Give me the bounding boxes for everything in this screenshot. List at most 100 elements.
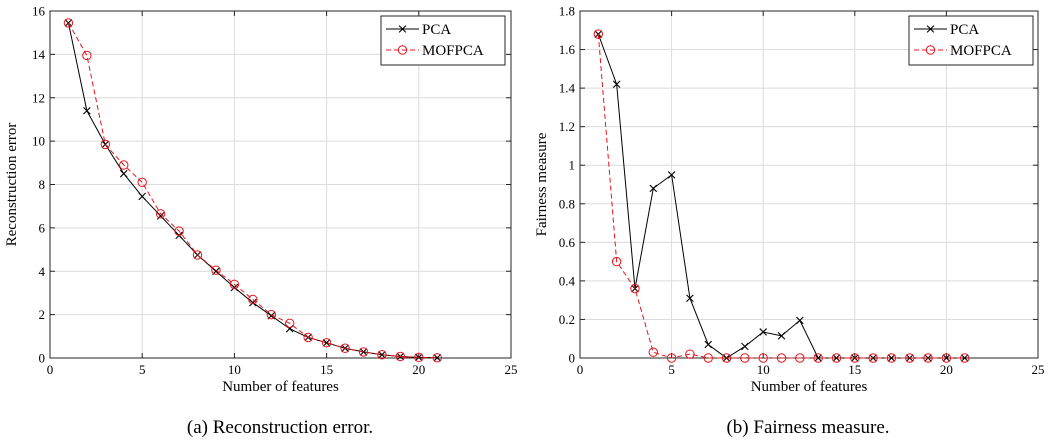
y-tick-label: 1.8 (559, 4, 575, 19)
data-point-pca-10 (759, 328, 767, 336)
data-point-mofpca-11 (776, 353, 787, 363)
data-point-pca-4 (119, 169, 128, 178)
data-point-pca-2 (83, 106, 91, 115)
data-point-mofpca-6 (155, 209, 166, 219)
data-point-mofpca-20 (414, 352, 424, 363)
data-point-pca-21 (433, 353, 442, 362)
chart-fairness-measure: (b) Fairness measure. 0 5 10 15 20 25 0 0.2 0.4 0… (534, 4, 1045, 439)
data-point-mofpca-9 (211, 265, 221, 275)
y-tick-label: 0.4 (559, 273, 576, 288)
data-point-mofpca-2 (611, 256, 622, 267)
data-point-pca-10 (230, 283, 239, 292)
y-tick-label: 1.4 (559, 81, 576, 96)
data-point-mofpca-10 (758, 353, 768, 363)
legend-box (908, 15, 1034, 66)
data-point-mofpca-17 (358, 347, 369, 357)
x-tick-label: 15 (320, 362, 333, 377)
series-mofpca (63, 18, 442, 363)
data-point-mofpca-8 (192, 250, 203, 260)
data-point-mofpca-4 (648, 347, 658, 357)
y-axis-label: Reconstruction error (4, 123, 20, 247)
legend: PCA MOFPCA (380, 15, 506, 66)
y-tick-label: 1 (569, 158, 576, 173)
y-tick-label: 0.6 (559, 235, 576, 250)
series-mofpca (593, 29, 970, 363)
x-tick-label: 5 (139, 362, 146, 377)
data-point-mofpca-19 (923, 353, 933, 363)
data-point-mofpca-7 (703, 353, 713, 363)
data-point-pca-7 (704, 340, 713, 349)
data-point-mofpca-5 (666, 353, 677, 363)
data-point-mofpca-8 (721, 353, 732, 363)
data-point-mofpca-1 (63, 18, 74, 28)
x-tick-label: 25 (1032, 362, 1045, 377)
legend-label-mofpca: MOFPCA (950, 43, 1012, 59)
y-tick-label: 2 (39, 307, 46, 322)
legend-marker-mofpca (397, 45, 408, 55)
data-point-pca-17 (887, 354, 896, 362)
data-point-pca-15 (322, 339, 331, 347)
data-point-mofpca-3 (630, 283, 640, 294)
y-tick-label: 0.8 (559, 196, 575, 211)
legend-marker-pca (398, 25, 407, 33)
data-point-mofpca-16 (868, 353, 878, 363)
data-point-mofpca-1 (593, 29, 604, 39)
data-point-pca-13 (285, 324, 294, 333)
data-point-mofpca-15 (321, 338, 332, 348)
series-line-mofpca (68, 22, 438, 359)
y-tick-label: 14 (32, 47, 46, 62)
data-point-mofpca-4 (119, 160, 129, 170)
data-point-mofpca-12 (266, 309, 276, 320)
y-tick-label: 16 (32, 4, 46, 19)
data-point-pca-5 (138, 192, 146, 201)
data-point-mofpca-5 (137, 177, 147, 188)
data-point-mofpca-10 (229, 279, 240, 289)
data-point-mofpca-13 (813, 353, 823, 363)
legend-label-pca: PCA (422, 22, 451, 38)
x-tick-label: 0 (577, 362, 584, 377)
x-tick-label: 15 (848, 362, 861, 377)
x-tick-label: 5 (668, 362, 675, 377)
y-tick-label: 6 (39, 220, 46, 235)
data-point-pca-13 (814, 354, 822, 362)
x-tick-label: 10 (757, 362, 770, 377)
data-point-mofpca-6 (685, 349, 695, 359)
legend-box (380, 15, 506, 66)
data-point-pca-11 (777, 332, 786, 340)
legend-label-pca: PCA (950, 22, 979, 38)
data-point-mofpca-15 (850, 353, 860, 363)
caption-fairness-measure: (b) Fairness measure. (726, 417, 889, 438)
x-tick-label: 10 (228, 362, 241, 377)
data-point-pca-4 (649, 184, 658, 193)
x-tick-label: 20 (412, 362, 425, 377)
legend-marker-pca (926, 25, 935, 33)
data-point-pca-11 (249, 298, 257, 307)
y-tick-label: 1.2 (559, 119, 575, 134)
data-point-mofpca-12 (795, 353, 805, 363)
x-tick-label: 20 (940, 362, 953, 377)
chart-reconstruction-error: (a) Reconstruction error. 0 5 10 15 20 25 0 2 4 6… (4, 4, 518, 439)
data-point-mofpca-7 (174, 226, 184, 236)
data-point-mofpca-9 (740, 353, 750, 363)
data-point-mofpca-18 (905, 353, 915, 363)
data-point-pca-6 (156, 212, 165, 220)
data-point-mofpca-18 (377, 350, 387, 360)
y-tick-label: 0.2 (559, 312, 575, 327)
data-point-mofpca-11 (248, 294, 258, 305)
x-tick-label: 0 (47, 362, 54, 377)
data-point-pca-12 (796, 316, 804, 325)
legend: PCA MOFPCA (908, 15, 1034, 66)
data-point-mofpca-13 (285, 318, 295, 328)
y-tick-label: 0 (39, 351, 46, 366)
data-point-pca-6 (686, 294, 694, 303)
x-axis-label: Number of features (222, 379, 339, 395)
data-point-mofpca-21 (960, 353, 970, 363)
data-point-pca-9 (741, 342, 749, 351)
data-point-mofpca-2 (82, 50, 92, 61)
data-point-mofpca-20 (941, 353, 952, 363)
data-point-mofpca-17 (886, 353, 897, 363)
data-point-mofpca-21 (432, 353, 442, 363)
y-tick-label: 0 (569, 351, 576, 366)
y-tick-label: 1.6 (559, 42, 576, 57)
